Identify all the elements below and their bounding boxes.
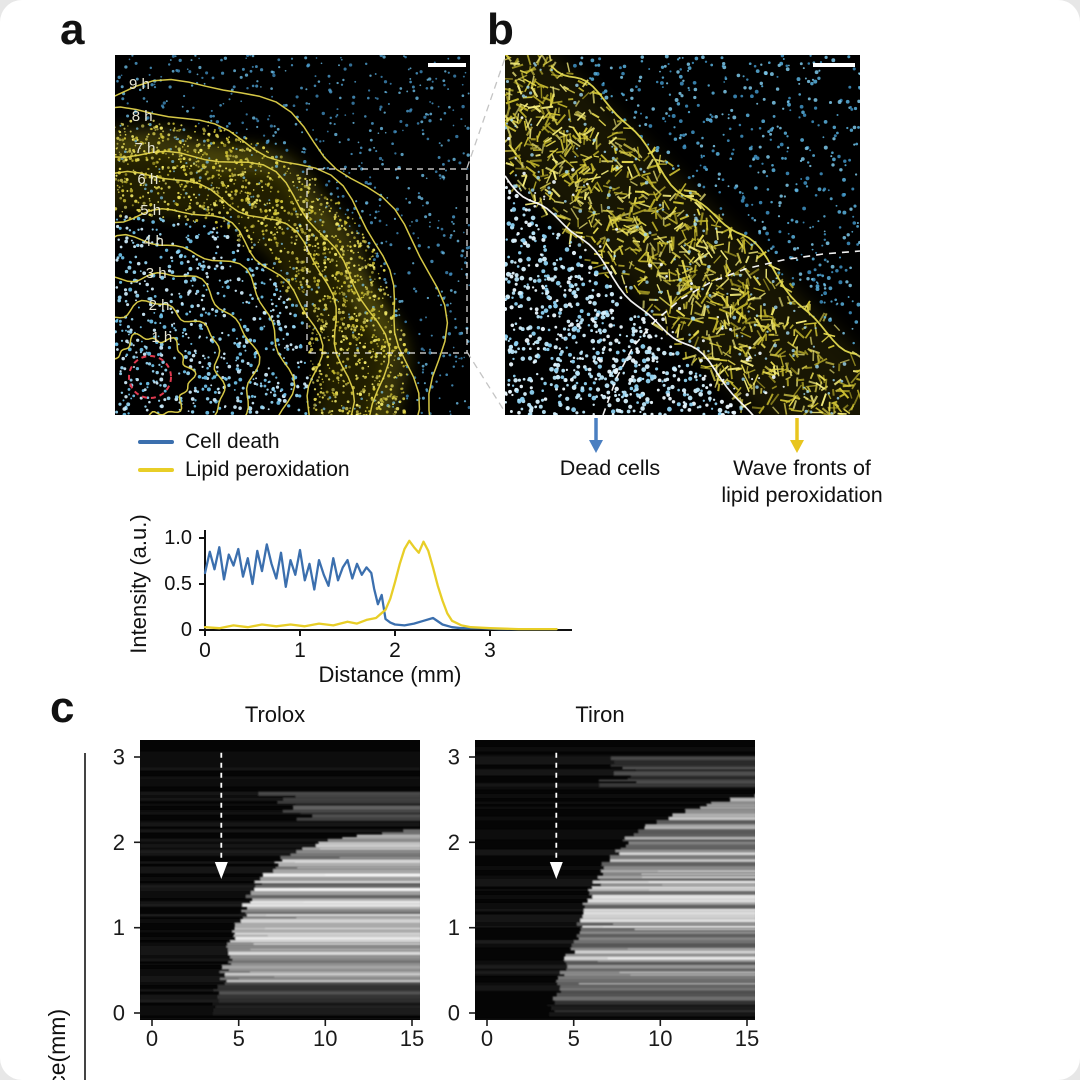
x-tick-label: 0: [199, 639, 211, 662]
y-tick-label: 0: [181, 619, 192, 641]
kymo-y-tick: 1: [113, 915, 125, 940]
panel-a-microscopy-image: 9 h 8 h 7 h 6 h 5 h 4 h 3 h 2 h 1 h: [115, 55, 470, 415]
time-label: 2 h: [149, 297, 170, 314]
series-Lipid peroxidation: [203, 539, 558, 631]
kymo-x-tick: 15: [735, 1026, 759, 1051]
panel-b-microscopy-image: [505, 55, 860, 415]
chart-legend: Cell death Lipid peroxidation: [138, 428, 350, 484]
panel-c-axis-line: [84, 753, 86, 1080]
kymo-y-tick: 3: [113, 745, 125, 770]
wavefront-contours: [115, 78, 449, 415]
kymo-x-tick: 5: [568, 1026, 580, 1051]
live-cells-blue-dots: [116, 55, 470, 415]
kymo-x-tick: 15: [400, 1026, 424, 1051]
tiron-title: Tiron: [575, 702, 625, 727]
panel-a-label: a: [60, 5, 85, 54]
x-tick-label: 1: [294, 639, 306, 662]
time-label: 9 h: [129, 76, 150, 93]
distance-axis-label: Distance (mm): [318, 662, 462, 687]
time-label: 7 h: [135, 140, 156, 157]
lipid-peroxidation-swatch: [138, 468, 174, 472]
lipid-peroxidation-label: Lipid peroxidation: [185, 458, 350, 481]
lipid-peroxidation-speckles: [115, 119, 408, 415]
dead-cell-nuclei: [505, 55, 860, 415]
kymo-y-tick: 2: [113, 830, 125, 855]
legend-item-lipid-peroxidation: Lipid peroxidation: [138, 456, 350, 484]
kymo-x-tick: 5: [233, 1026, 245, 1051]
wavefront-annotation-line2: lipid peroxidation: [721, 482, 883, 507]
death-front-line: [505, 175, 754, 415]
trolox-kymograph: 0 1 2 3 0 5 10 15: [113, 740, 424, 1052]
tiron-kymograph: 0 1 2 3 0 5 10 15: [448, 740, 759, 1052]
cell-death-swatch: [138, 440, 174, 444]
scale-bar: [428, 63, 466, 67]
kymo-y-tick: 0: [448, 1001, 460, 1026]
time-label: 6 h: [137, 171, 158, 188]
y-tick-label: 0.5: [164, 573, 192, 595]
time-label: 5 h: [140, 202, 161, 219]
series-Cell death: [203, 543, 558, 631]
previous-front-dashed-line: [602, 250, 860, 415]
x-tick-label: 2: [389, 639, 401, 662]
time-label: 3 h: [146, 265, 167, 282]
kymo-x-tick: 0: [146, 1026, 158, 1051]
wave-glow: [115, 126, 411, 415]
origin-circle: [128, 355, 172, 399]
kymo-axis-labels: 0 1 2 3 0 5 10 15: [448, 745, 759, 1052]
kymograph-image: [140, 740, 420, 1020]
intensity-profile-chart: 0 0.5 1.0 0 1 2 3: [164, 527, 572, 662]
lipid-wave-front-line: [550, 65, 858, 356]
time-label: 8 h: [132, 108, 153, 125]
kymo-x-tick: 10: [648, 1026, 672, 1051]
legend-item-cell-death: Cell death: [138, 428, 350, 456]
y-tick-label: 1.0: [164, 527, 192, 549]
panel-b-label: b: [487, 5, 514, 54]
kymograph-streaks: [475, 746, 755, 1020]
kymo-axis-labels: 0 1 2 3 0 5 10 15: [113, 745, 424, 1052]
cell-death-label: Cell death: [185, 430, 280, 453]
kymo-y-tick: 3: [448, 745, 460, 770]
panel-a-texture: [115, 55, 470, 415]
kymo-x-tick: 0: [481, 1026, 493, 1051]
dead-cells-annotation: Dead cells: [559, 456, 661, 480]
dead-cells-blue-dots: [115, 127, 401, 415]
x-tick-label: 3: [484, 639, 496, 662]
treatment-arrow-head: [214, 862, 228, 879]
zoom-region-box: [306, 168, 468, 354]
kymo-y-tick: 0: [113, 1001, 125, 1026]
panel-b-texture: [505, 55, 860, 415]
kymograph-streaks: [140, 751, 420, 1020]
wavefront-annotation: Wave fronts of lipid peroxidation: [693, 455, 911, 509]
intensity-axes: 0 0.5 1.0 0 1 2 3: [164, 527, 572, 662]
trolox-title: Trolox: [244, 702, 306, 727]
kymo-y-tick: 1: [448, 915, 460, 940]
wavefront-annotation-line1: Wave fronts of: [733, 456, 871, 480]
kymo-distance-axis-label: Distance(mm): [44, 1009, 71, 1080]
kymo-y-tick: 2: [448, 830, 460, 855]
time-labels: 9 h 8 h 7 h 6 h 5 h 4 h 3 h 2 h 1 h: [129, 76, 172, 346]
scale-bar: [813, 63, 855, 67]
kymo-x-tick: 10: [313, 1026, 337, 1051]
kymograph-image: [475, 740, 755, 1020]
time-label: 4 h: [143, 233, 164, 250]
time-label: 1 h: [151, 329, 172, 346]
treatment-arrow-head: [549, 862, 563, 879]
panel-c-label: c: [50, 683, 75, 732]
